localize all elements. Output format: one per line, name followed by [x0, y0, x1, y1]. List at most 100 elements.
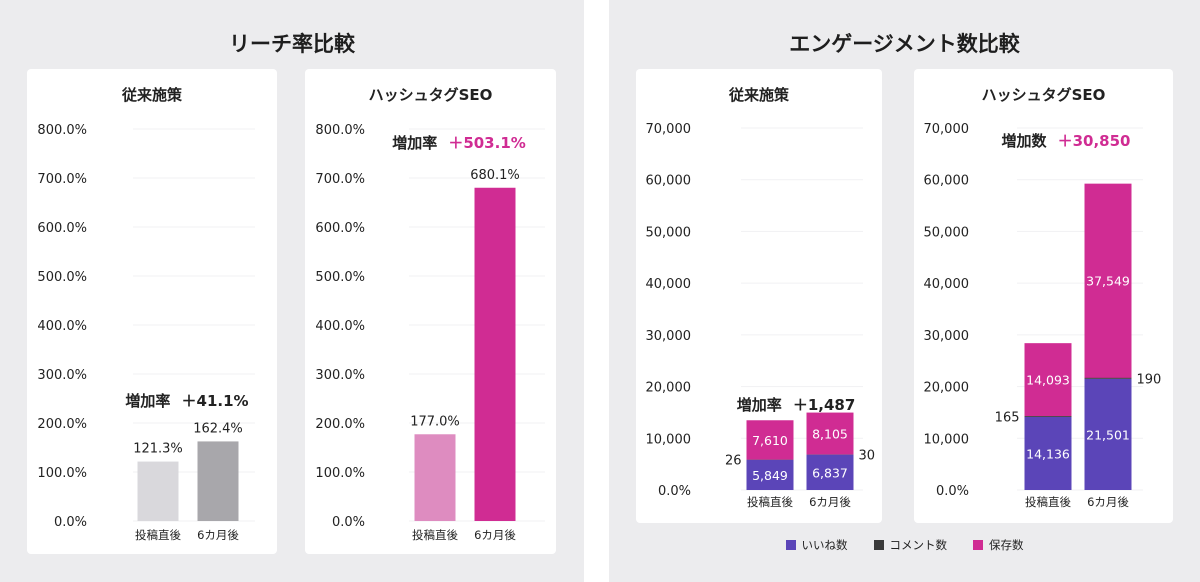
bar [414, 434, 456, 521]
bar-value-label: 177.0% [410, 414, 460, 429]
legend-label-comments: コメント数 [889, 538, 948, 552]
stack-value-label: 190 [1137, 372, 1162, 387]
reach-hashtag-title: ハッシュタグSEO [368, 86, 493, 104]
x-tick-label: 投稿直後 [412, 528, 458, 542]
legend: いいね数 コメント数 保存数 [609, 537, 1200, 553]
y-tick-label: 200.0% [37, 417, 87, 432]
y-tick-label: 500.0% [315, 270, 365, 285]
bar-value-label: 162.4% [193, 421, 243, 436]
y-tick-label: 50,000 [646, 225, 692, 240]
y-tick-label: 10,000 [646, 432, 692, 447]
y-tick-label: 50,000 [924, 225, 970, 240]
y-tick-label: 0.0% [332, 515, 365, 530]
y-tick-label: 20,000 [646, 381, 692, 396]
stack-segment [1084, 378, 1132, 490]
y-tick-label: 700.0% [37, 172, 87, 187]
stack-value-label: 7,610 [752, 433, 788, 448]
note-value: ＋1,487 [793, 396, 855, 414]
stack-segment [746, 459, 794, 490]
y-tick-label: 30,000 [924, 329, 970, 344]
stack-value-label: 21,501 [1086, 427, 1130, 442]
engagement-title: エンゲージメント数比較 [789, 32, 1020, 56]
stack-value-label: 6,837 [812, 465, 848, 480]
bar [474, 187, 516, 521]
y-tick-label: 500.0% [37, 270, 87, 285]
bar-value-label: 680.1% [470, 168, 520, 183]
y-tick-label: 10,000 [924, 432, 970, 447]
x-tick-label: 6カ月後 [197, 528, 239, 542]
y-tick-label: 0.0% [658, 484, 691, 499]
x-tick-label: 投稿直後 [135, 528, 181, 542]
engagement-conventional-title: 従来施策 [728, 86, 789, 104]
bar [197, 441, 239, 521]
stack-segment [1084, 183, 1132, 378]
y-tick-label: 70,000 [924, 122, 970, 137]
y-tick-label: 400.0% [315, 319, 365, 334]
y-tick-label: 100.0% [37, 466, 87, 481]
stack-value-label: 165 [995, 410, 1020, 425]
y-tick-label: 300.0% [37, 368, 87, 383]
stack-value-label: 14,136 [1026, 446, 1070, 461]
y-tick-label: 200.0% [315, 417, 365, 432]
stack-value-label: 8,105 [812, 427, 848, 442]
legend-item-likes: いいね数 [785, 537, 848, 553]
note-prefix: 増加率 [737, 396, 782, 414]
y-tick-label: 0.0% [936, 484, 969, 499]
note-value: ＋41.1% [182, 392, 249, 410]
note-value: ＋503.1% [448, 134, 525, 152]
y-tick-label: 600.0% [37, 221, 87, 236]
engagement-conventional-chart: 0.0% 10,000 20,000 30,000 40,000 50,000 60,000… [646, 122, 876, 509]
x-tick-label: 投稿直後 [747, 495, 793, 509]
y-tick-label: 60,000 [924, 174, 970, 189]
engagement-conventional-note: 増加率 ＋1,487 [737, 395, 856, 414]
legend-swatch-comments [873, 540, 884, 550]
stack-segment [806, 412, 854, 455]
stack-segment [1024, 343, 1072, 417]
note-prefix: 増加数 [1002, 132, 1048, 150]
y-tick-label: 40,000 [924, 277, 970, 292]
reach-rate-title: リーチ率比較 [229, 32, 355, 56]
legend-label-likes: いいね数 [801, 538, 848, 552]
legend-item-saves: 保存数 [973, 537, 1024, 553]
stack-segment [806, 454, 854, 490]
note-prefix: 増加率 [125, 392, 170, 410]
reach-conventional-chart: 0.0% 100.0% 200.0% 300.0% 400.0% 500.0% 600.0%… [37, 123, 255, 542]
y-tick-label: 70,000 [646, 122, 692, 137]
legend-item-comments: コメント数 [873, 537, 948, 553]
y-tick-label: 600.0% [315, 221, 365, 236]
y-tick-label: 20,000 [924, 381, 970, 396]
bar [137, 461, 179, 521]
y-tick-label: 40,000 [646, 277, 692, 292]
y-tick-label: 100.0% [315, 466, 365, 481]
y-tick-label: 60,000 [646, 174, 692, 189]
engagement-hashtag-note: 増加数 ＋30,850 [1002, 131, 1131, 150]
x-tick-label: 6カ月後 [474, 528, 516, 542]
reach-hashtag-note: 増加率 ＋503.1% [392, 133, 526, 152]
legend-swatch-saves [973, 540, 983, 550]
stack-value-label: 37,549 [1086, 274, 1130, 289]
y-tick-label: 700.0% [315, 172, 365, 187]
legend-label-saves: 保存数 [989, 538, 1024, 552]
reach-conventional-note: 増加率 ＋41.1% [125, 391, 248, 410]
stack-value-label: 30 [859, 449, 876, 464]
bar-value-label: 121.3% [133, 442, 183, 457]
note-value: ＋30,850 [1058, 132, 1131, 150]
x-tick-label: 6カ月後 [1087, 495, 1129, 509]
x-tick-label: 投稿直後 [1025, 495, 1071, 509]
stack-segment [746, 420, 794, 460]
note-prefix: 増加率 [392, 134, 437, 152]
reach-conventional-title: 従来施策 [121, 86, 182, 104]
y-tick-label: 400.0% [37, 319, 87, 334]
engagement-hashtag-chart: 0.0% 10,000 20,000 30,000 40,000 50,000 60,000… [924, 122, 1162, 509]
y-tick-label: 30,000 [646, 329, 692, 344]
y-tick-label: 0.0% [54, 515, 87, 530]
engagement-hashtag-title: ハッシュタグSEO [981, 86, 1106, 104]
stack-value-label: 26 [725, 454, 742, 469]
legend-swatch-likes [785, 540, 796, 550]
y-tick-label: 300.0% [315, 368, 365, 383]
y-tick-label: 800.0% [315, 123, 365, 138]
x-tick-label: 6カ月後 [809, 495, 851, 509]
y-tick-label: 800.0% [37, 123, 87, 138]
stack-segment [1024, 416, 1072, 490]
